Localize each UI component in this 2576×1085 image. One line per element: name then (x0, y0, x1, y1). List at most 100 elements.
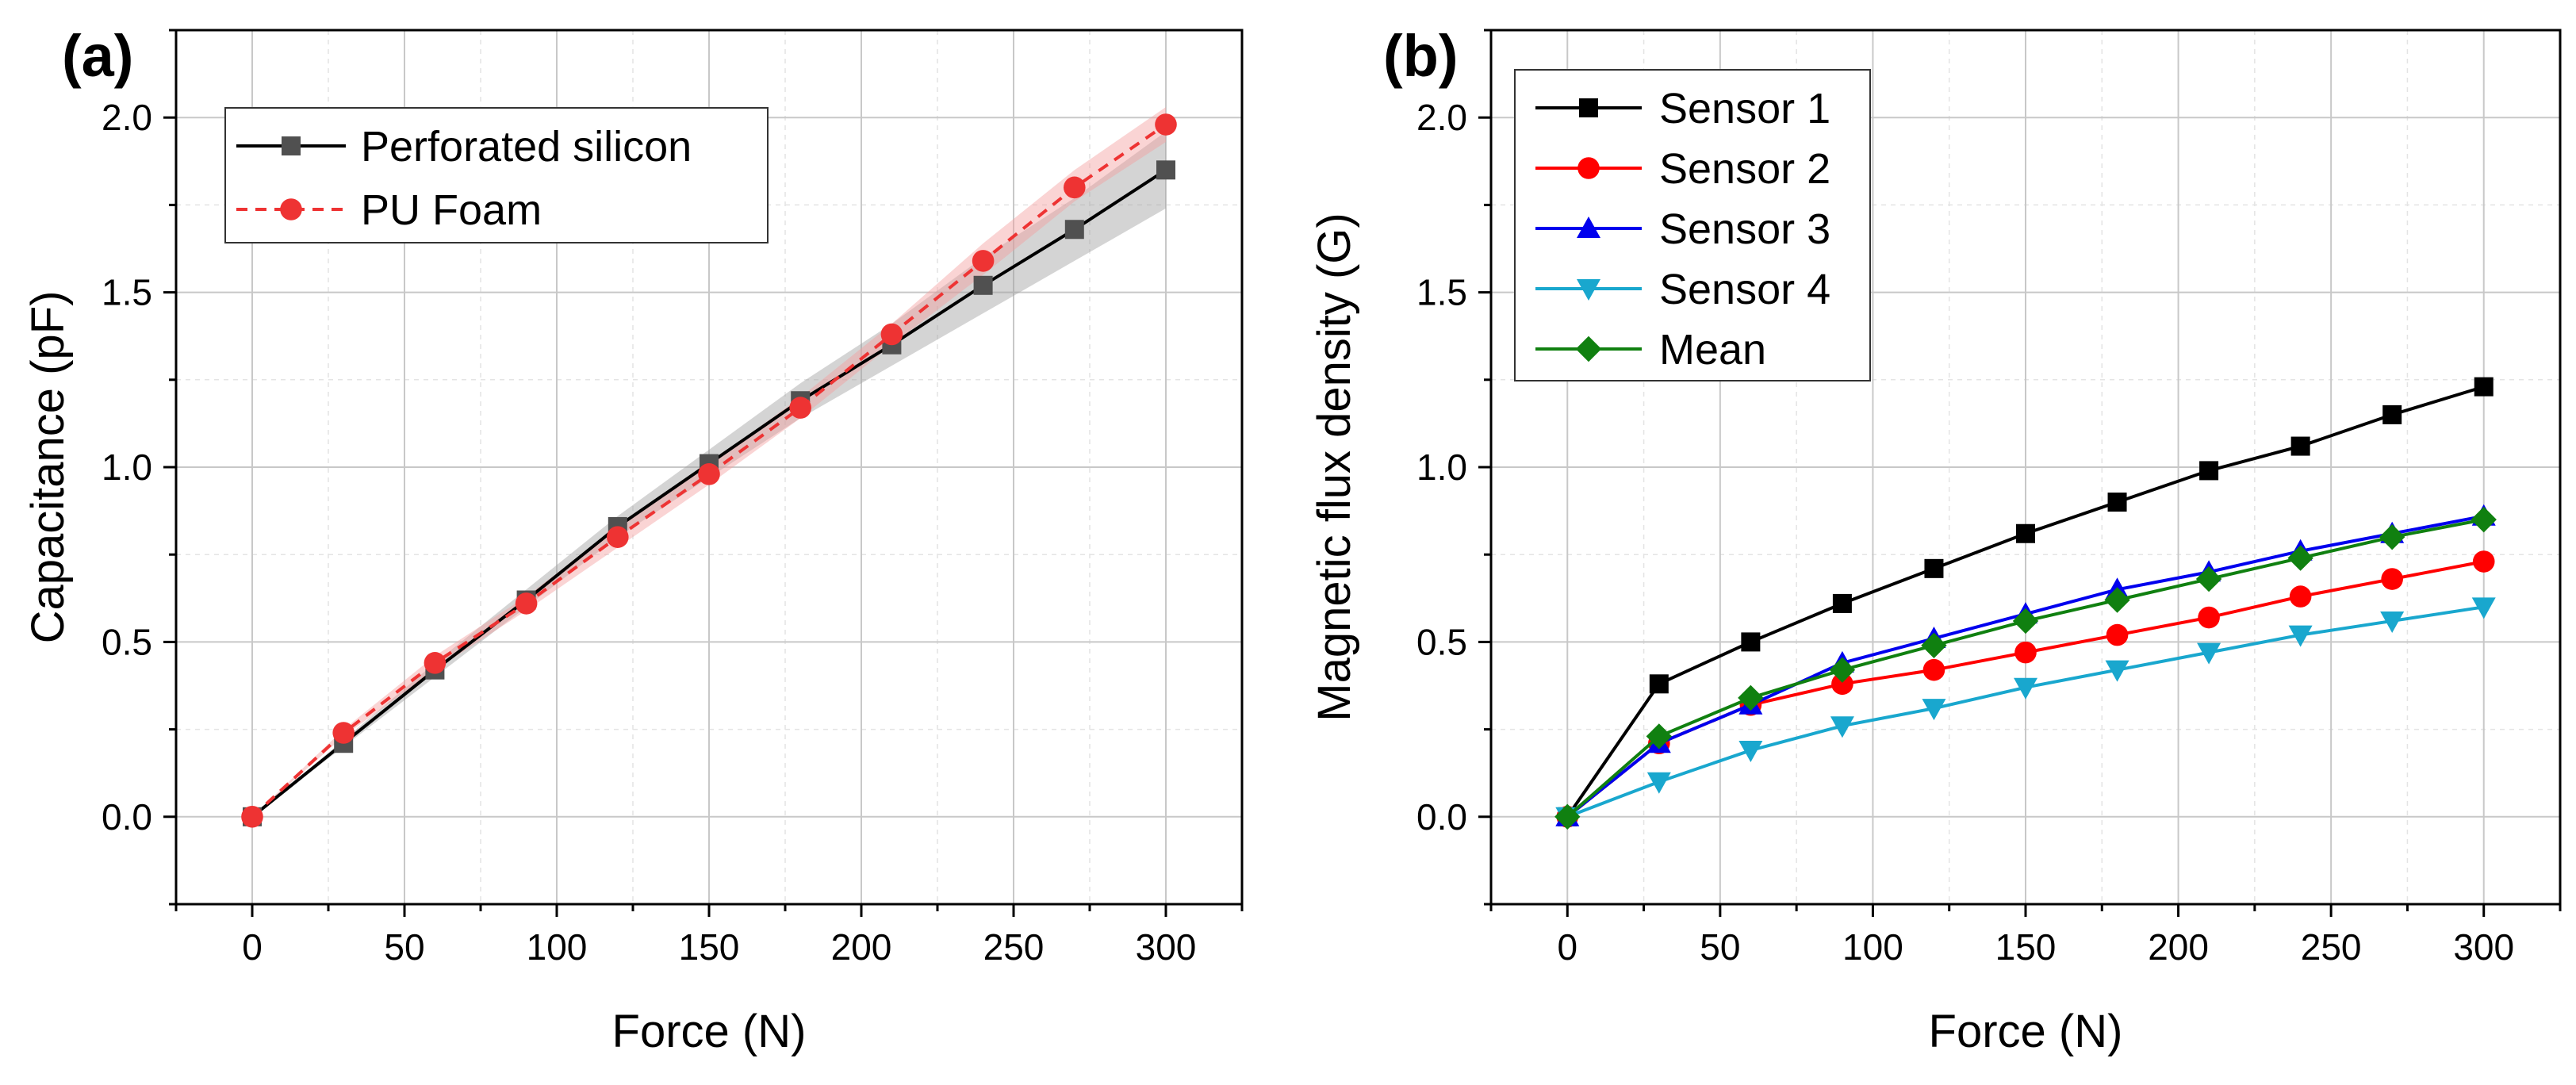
legend-marker-series-0 (1579, 98, 1598, 117)
x-tick-label: 0 (242, 926, 263, 968)
data-point-series-1 (1155, 113, 1177, 136)
y-tick-label: 1.5 (102, 272, 152, 313)
panel-label: (b) (1383, 23, 1459, 89)
data-point-series-3 (2014, 677, 2037, 700)
x-tick-label: 100 (527, 926, 588, 968)
x-axis-title: Force (N) (612, 1006, 807, 1057)
data-point-series-4 (1554, 803, 1581, 830)
legend-label-series-1: PU Foam (361, 186, 542, 234)
legend-label-series-4: Mean (1659, 326, 1766, 374)
data-point-series-1 (607, 526, 629, 548)
data-point-series-1 (2472, 550, 2495, 573)
legend-label-series-1: Sensor 2 (1659, 145, 1830, 193)
data-point-series-1 (972, 250, 995, 272)
x-tick-label: 300 (1136, 926, 1197, 968)
data-point-series-3 (2288, 625, 2313, 647)
confidence-band-series-1 (252, 106, 1166, 817)
legend-marker-series-1 (280, 198, 302, 220)
data-point-series-1 (698, 463, 720, 485)
y-tick-label: 0.0 (1416, 796, 1467, 838)
chart-panel-0: 0 50 100 150 200 250 300 0.0 0.5 1.0 1.5 2.0 Force (… (22, 23, 1244, 1057)
data-point-series-1 (789, 397, 811, 419)
data-point-series-4 (2379, 523, 2405, 550)
data-point-series-4 (1738, 684, 1764, 711)
legend-label-series-2: Sensor 3 (1659, 205, 1830, 253)
chart-panel-1: 0 50 100 150 200 250 300 0.0 0.5 1.0 1.5 2.0 Force (… (1309, 23, 2562, 1057)
data-point-series-1 (2198, 606, 2220, 629)
data-point-series-0 (2107, 493, 2127, 512)
data-point-series-4 (2012, 608, 2039, 635)
data-point-series-1 (2289, 585, 2312, 608)
data-point-series-0 (1064, 220, 1084, 240)
y-tick-label: 2.0 (102, 97, 152, 138)
data-point-series-4 (2471, 506, 2497, 533)
data-point-series-4 (2287, 545, 2313, 571)
data-point-series-1 (1064, 176, 1086, 199)
x-tick-label: 100 (1842, 926, 1903, 968)
data-point-series-3 (2105, 660, 2129, 682)
x-tick-label: 50 (1700, 926, 1740, 968)
data-point-series-0 (2382, 404, 2402, 424)
legend-marker-series-2 (1577, 217, 1600, 238)
data-point-series-1 (332, 722, 355, 744)
data-point-series-3 (1922, 699, 1946, 721)
x-axis-title: Force (N) (1929, 1006, 2123, 1057)
data-point-series-3 (2197, 642, 2221, 665)
data-point-series-0 (1649, 674, 1669, 694)
data-point-series-0 (973, 275, 993, 295)
x-tick-label: 200 (831, 926, 892, 968)
data-point-series-0 (1156, 160, 1175, 180)
data-point-series-4 (1646, 723, 1673, 750)
data-point-series-0 (2016, 523, 2035, 543)
data-point-series-3 (2471, 597, 2496, 619)
data-point-series-1 (424, 652, 447, 674)
legend-marker-series-1 (1577, 157, 1600, 179)
x-tick-label: 150 (1995, 926, 2057, 968)
data-point-series-1 (2014, 641, 2037, 664)
legend-box (224, 107, 769, 243)
x-tick-label: 0 (1557, 926, 1577, 968)
data-point-series-3 (1738, 741, 1763, 763)
x-tick-label: 50 (384, 926, 424, 968)
data-point-series-4 (2104, 587, 2130, 613)
legend-label-series-0: Perforated silicon (361, 123, 692, 171)
data-point-series-0 (2290, 436, 2310, 456)
data-point-series-0 (1924, 558, 1944, 578)
data-point-series-1 (2381, 568, 2403, 590)
x-tick-label: 200 (2148, 926, 2209, 968)
x-tick-label: 300 (2453, 926, 2514, 968)
legend-marker-series-3 (1577, 279, 1600, 301)
panel-label: (a) (62, 23, 133, 89)
y-tick-label: 1.5 (1416, 272, 1467, 313)
data-point-series-3 (1830, 716, 1854, 738)
y-tick-label: 0.5 (1416, 621, 1467, 662)
y-axis-title: Capacitance (pF) (22, 291, 74, 644)
y-tick-label: 0.0 (102, 796, 152, 838)
legend-marker-series-0 (282, 136, 301, 155)
data-point-series-0 (1832, 593, 1852, 613)
x-tick-label: 150 (679, 926, 740, 968)
data-point-series-1 (880, 323, 903, 346)
data-point-series-0 (2474, 377, 2494, 397)
x-tick-label: 250 (983, 926, 1045, 968)
data-point-series-1 (2106, 623, 2129, 646)
data-point-series-3 (1646, 772, 1671, 794)
data-point-series-1 (515, 592, 538, 615)
y-tick-label: 2.0 (1416, 97, 1467, 138)
legend-box (1514, 69, 1871, 381)
data-point-series-3 (2380, 611, 2405, 633)
data-point-series-0 (2199, 461, 2219, 481)
legend-marker-series-4 (1575, 335, 1602, 362)
data-point-series-1 (241, 806, 263, 828)
legend-label-series-0: Sensor 1 (1659, 85, 1830, 132)
y-axis-title: Magnetic flux density (G) (1309, 213, 1360, 721)
y-tick-label: 1.0 (1416, 447, 1467, 488)
data-point-series-1 (1922, 658, 1945, 681)
data-point-series-1 (1831, 673, 1853, 696)
legend-label-series-3: Sensor 4 (1659, 266, 1830, 313)
data-point-series-4 (1829, 657, 1856, 683)
x-tick-label: 250 (2301, 926, 2362, 968)
y-tick-label: 1.0 (102, 447, 152, 488)
data-point-series-4 (1921, 632, 1947, 659)
